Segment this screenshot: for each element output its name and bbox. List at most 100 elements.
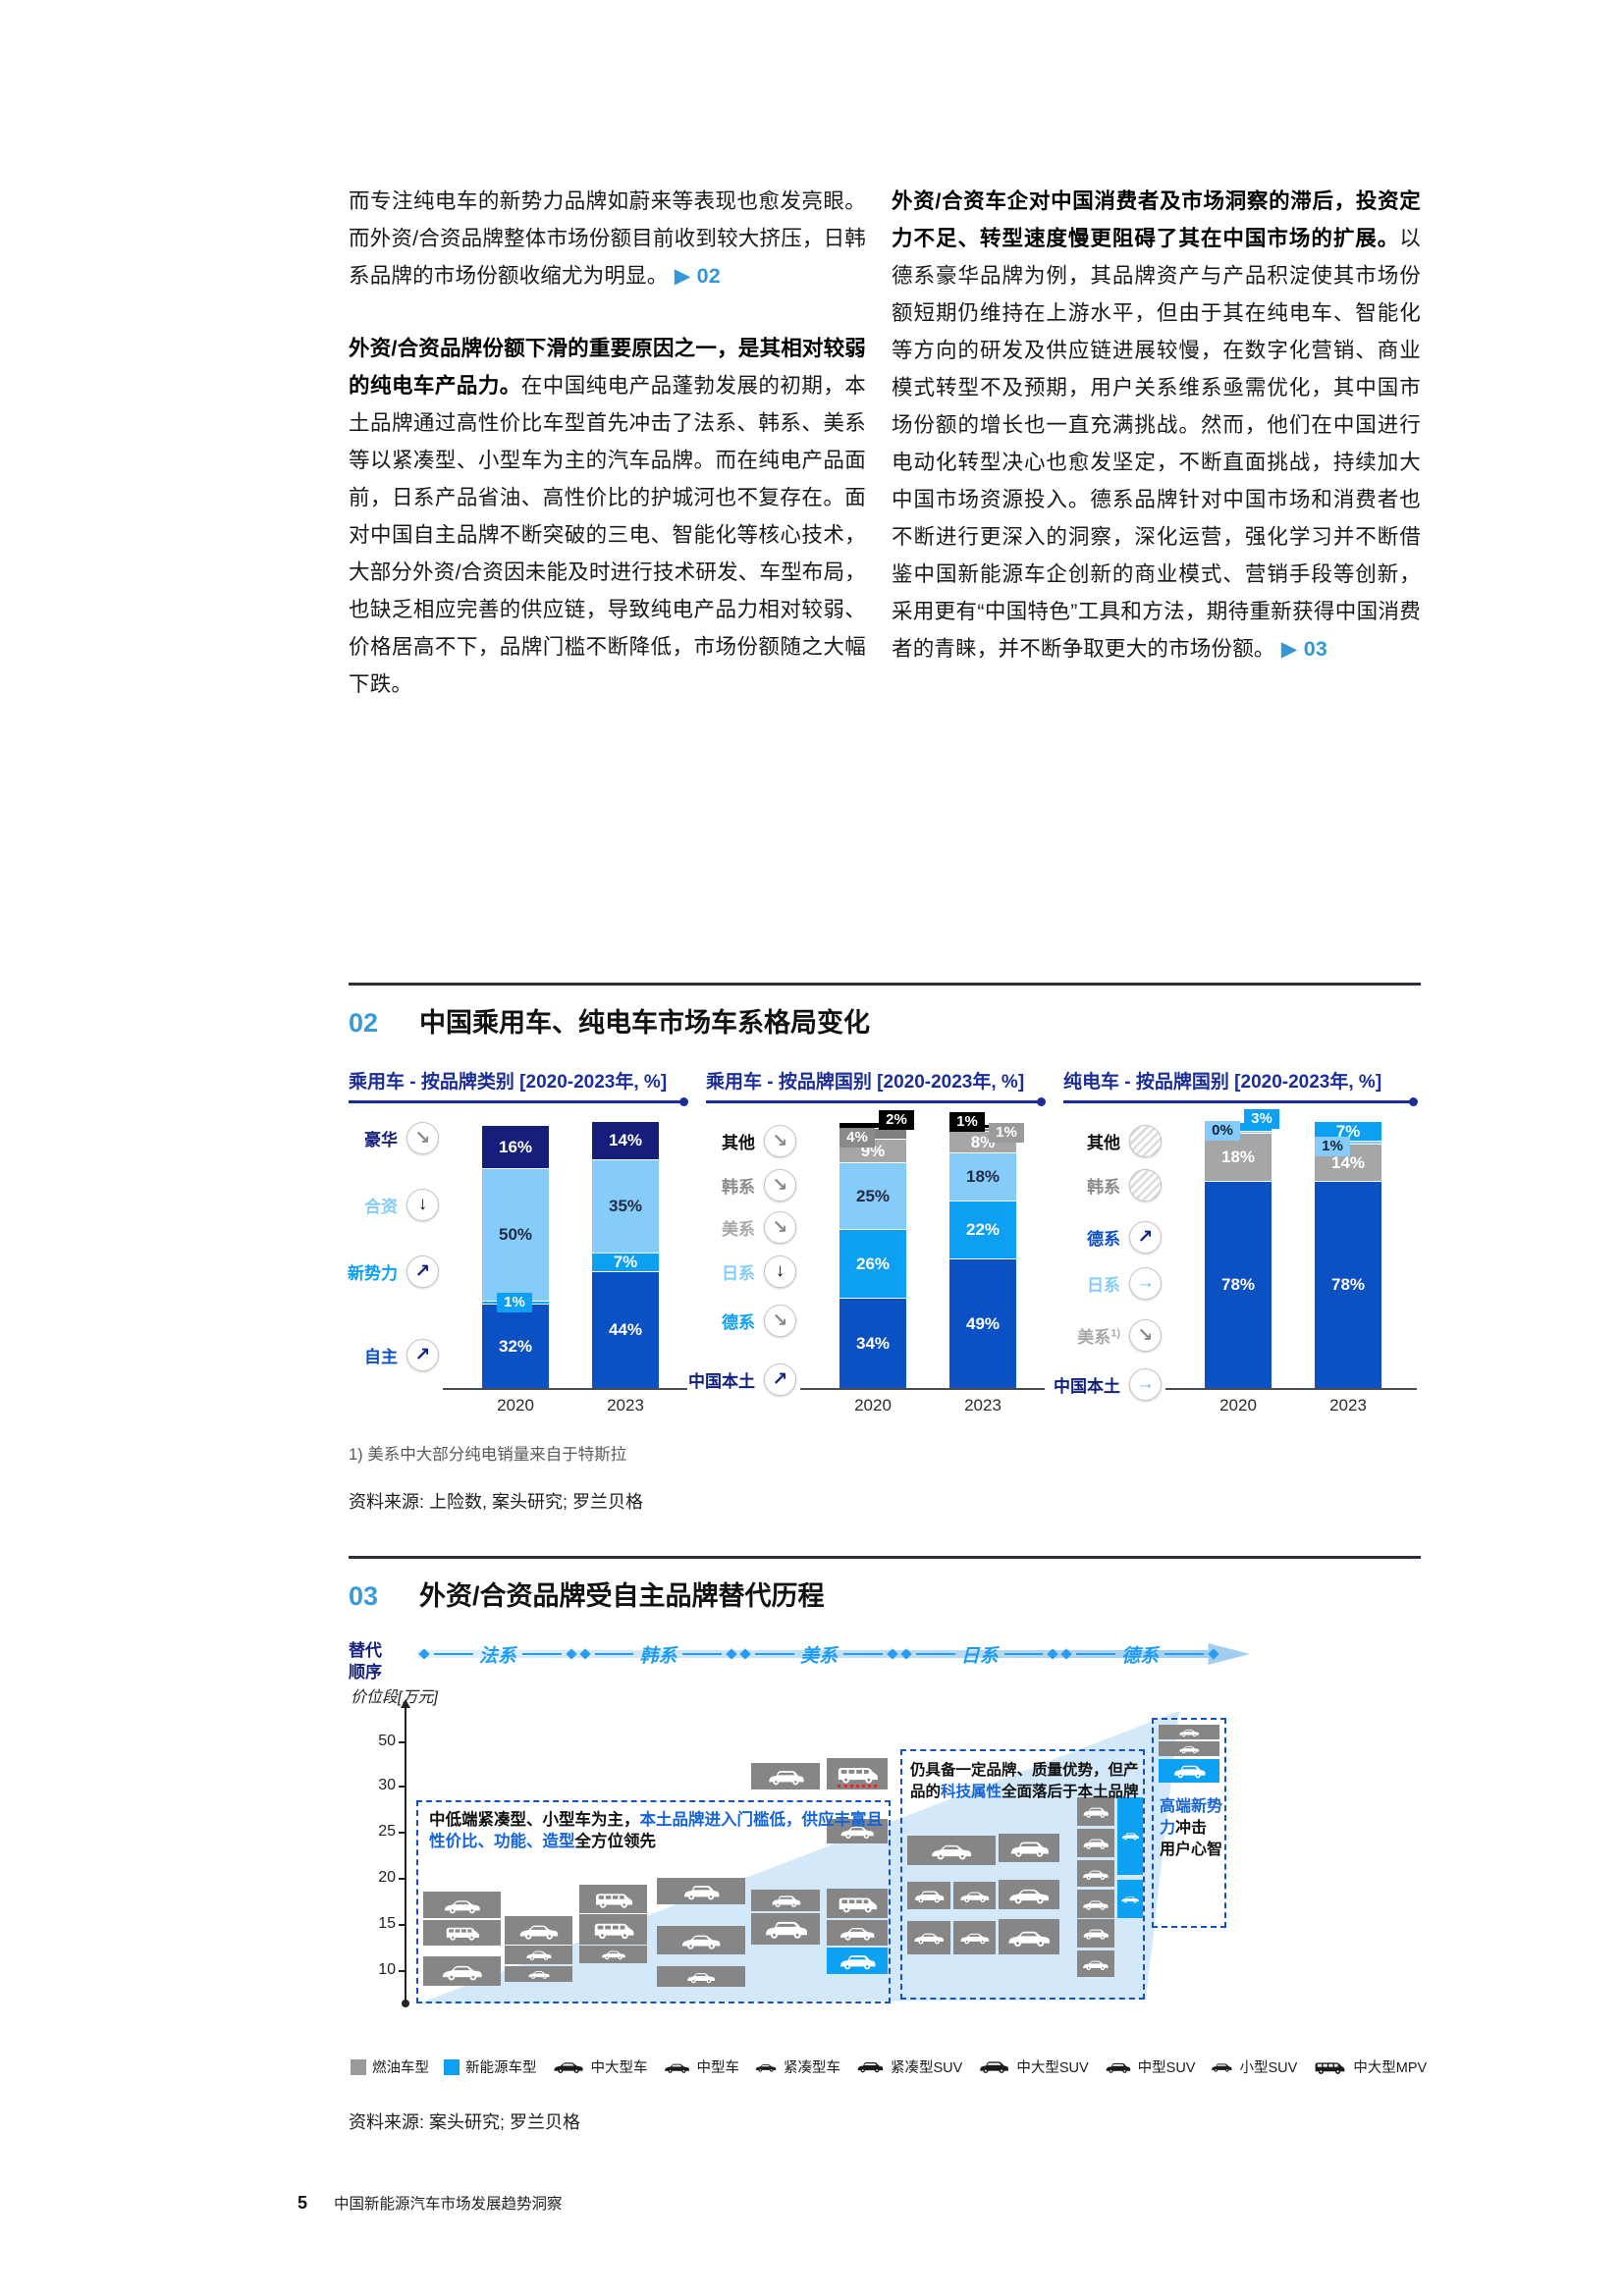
y-tick-label: 20 (378, 1869, 396, 1886)
figure-ref-02-link[interactable]: ▶ 02 (674, 264, 721, 288)
ice-model-box (423, 1892, 501, 1918)
nev-model-box (1117, 1880, 1143, 1918)
value-chip: 1% (949, 1112, 985, 1132)
value-chip: 3% (1244, 1109, 1279, 1129)
paragraph-text: 在中国纯电产品蓬勃发展的初期，本土品牌通过高性价比车型首先冲击了法系、韩系、美系… (349, 374, 867, 696)
diagram-legend-item: 中大型车 (552, 2056, 648, 2077)
ice-model-box (907, 1836, 996, 1865)
diagram-legend-item: 中大型SUV (977, 2056, 1089, 2077)
chart-panel-1: 乘用车 - 按品牌类别 [2020-2023年, %] 豪华 ↘ 合资 ↓ 新势力 ↗ 自主 ↗… (348, 1067, 688, 1415)
trend-arrow-icon: ↓ (406, 1188, 439, 1221)
ice-model-box (1077, 1919, 1114, 1948)
chart-footnote: 1) 美系中大部分纯电销量来自于特斯拉 (349, 1446, 627, 1464)
legend-row: 中国本土 ↗ (688, 1362, 796, 1396)
paragraph: 外资/合资品牌份额下滑的重要原因之一，是其相对较弱的纯电车产品力。在中国纯电产品… (349, 330, 866, 703)
figure-ref-03-link[interactable]: ▶ 03 (1280, 637, 1328, 661)
ice-model-box (1077, 1890, 1114, 1918)
page-number: 5 (298, 2193, 308, 2213)
x-axis-label: 2023 (1329, 1396, 1367, 1415)
value-chip: 1% (497, 1293, 532, 1312)
page-footer: 5 中国新能源汽车市场发展趋势洞察 (298, 2192, 563, 2214)
arrow-band-segment: 德系 (1059, 1638, 1220, 1670)
ice-model-box (579, 1914, 647, 1945)
bar-segment: 44% (592, 1271, 659, 1388)
y-tick-mark (399, 1924, 405, 1926)
chart-subtitle: 乘用车 - 按品牌国别 [2020-2023年, %] (706, 1067, 1045, 1094)
trend-arrow-icon: ↘ (764, 1124, 796, 1157)
ice-model-box (953, 1921, 996, 1954)
value-chip: 2% (879, 1110, 914, 1130)
legend-row: 其他 ↘ (722, 1124, 796, 1157)
chart-subtitle-text: 乘用车 - 按品牌类别 (349, 1072, 520, 1093)
brand-origin-label: 德系 (1121, 1645, 1160, 1667)
car-icon (960, 1892, 989, 1902)
paragraph-lead-bold: 外资/合资车企对中国消费者及市场洞察的滞后，投资定力不足、转型速度慢更阻碍了其在… (892, 189, 1421, 250)
legend-car-icon (855, 2059, 885, 2073)
diamond-marker-icon (578, 1648, 591, 1660)
legend-row: 新势力 ↗ (348, 1255, 439, 1288)
stacked-bar: 8% 18% 22% 49% (949, 1125, 1016, 1388)
suv-icon (1121, 1833, 1139, 1841)
car-icon (601, 1950, 625, 1960)
nev-model-box (827, 1948, 888, 1974)
ice-model-box (423, 1956, 501, 1986)
car-icon (1083, 1960, 1109, 1970)
diamond-marker-icon (565, 1648, 577, 1660)
underline-end-dot (1037, 1097, 1046, 1106)
legend-row: 其他 (1087, 1124, 1162, 1157)
brand-origin-label: 美系 (799, 1645, 838, 1667)
bars-area: 9% 25% 26% 34% 2% 4% 2020 8% 18% 22% 49% 1% 1% 2023 (800, 1110, 1045, 1415)
trend-arrow-icon: ↘ (764, 1168, 796, 1201)
callout-note-2: 仍具备一定品牌、质量优势，但产品的科技属性全面落后于本土品牌 (910, 1760, 1144, 1803)
chart-subtitle-range: [2020-2023年, %] (519, 1072, 668, 1093)
chart-legend: 豪华 ↘ 合资 ↓ 新势力 ↗ 自主 ↗ (348, 1121, 443, 1415)
chart-subtitle: 乘用车 - 按品牌类别 [2020-2023年, %] (349, 1067, 687, 1094)
red-dotted-underline (838, 1785, 877, 1788)
car-icon (1009, 1889, 1049, 1904)
callout-note-3: 高端新势力冲击用户心智 (1160, 1796, 1222, 1861)
brand-origin-label: 法系 (478, 1645, 516, 1667)
value-chip: 4% (839, 1128, 875, 1148)
callout-box-3 (1152, 1718, 1226, 1928)
suv-icon (914, 1891, 945, 1902)
bar-segment: 32% (482, 1304, 549, 1388)
car-icon (755, 2063, 777, 2072)
bar-segment: 22% (949, 1201, 1016, 1258)
y-tick-label: 50 (378, 1733, 396, 1749)
legend-car-icon (552, 2058, 585, 2074)
x-axis-line (800, 1388, 1045, 1390)
bar-segment: 49% (949, 1258, 1016, 1388)
note-text: 冲击用户心智 (1160, 1820, 1223, 1858)
hatched-circle-icon (1129, 1168, 1162, 1201)
trend-arrow-icon: ↘ (406, 1121, 439, 1154)
car-icon (1121, 1896, 1139, 1903)
bar-segment: 34% (839, 1298, 906, 1388)
ice-model-box (999, 1880, 1059, 1909)
diagram-legend-item: 中大型MPV (1312, 2056, 1427, 2077)
ice-model-box (907, 1921, 950, 1954)
legend-item-label: 中大型SUV (1016, 2060, 1089, 2076)
section-02-market-structure: 02 中国乘用车、纯电车市场车系格局变化 乘用车 - 按品牌类别 [2020-2… (348, 983, 1421, 1514)
segment-line (755, 1653, 794, 1655)
segment-line (843, 1653, 883, 1655)
callout-note-1: 中低端紧凑型、小型车为主，本土品牌进入门槛低，供应丰富且性价比、功能、造型全方位… (429, 1809, 883, 1852)
paragraph: 而专注纯电车的新势力品牌如蔚来等表现也愈发亮眼。而外资/合资品牌整体市场份额目前… (349, 183, 866, 294)
x-axis-label: 2023 (607, 1396, 644, 1415)
ice-model-box (999, 1919, 1059, 1954)
paragraph-text: 而专注纯电车的新势力品牌如蔚来等表现也愈发亮眼。而外资/合资品牌整体市场份额目前… (349, 189, 866, 288)
bar-segment: 18% (949, 1152, 1016, 1201)
suv-icon (839, 1954, 876, 1969)
x-axis-line (443, 1388, 687, 1390)
diagram-legend-item: 燃油车型 (351, 2056, 429, 2077)
arrow-band-segments: 法系 韩系 美系 日系 德系 (417, 1638, 1250, 1670)
ice-model-box (1159, 1741, 1219, 1756)
car-icon (553, 2062, 583, 2074)
section-number: 02 (349, 1008, 379, 1038)
legend-row: 合资 ↓ (364, 1188, 439, 1221)
car-icon (839, 1928, 875, 1942)
diamond-marker-icon (726, 1648, 737, 1660)
diamond-marker-icon (1208, 1648, 1219, 1660)
legend-swatch (351, 2058, 366, 2075)
arrow-band-segment: 日系 (899, 1638, 1060, 1670)
legend-car-icon (977, 2058, 1010, 2074)
